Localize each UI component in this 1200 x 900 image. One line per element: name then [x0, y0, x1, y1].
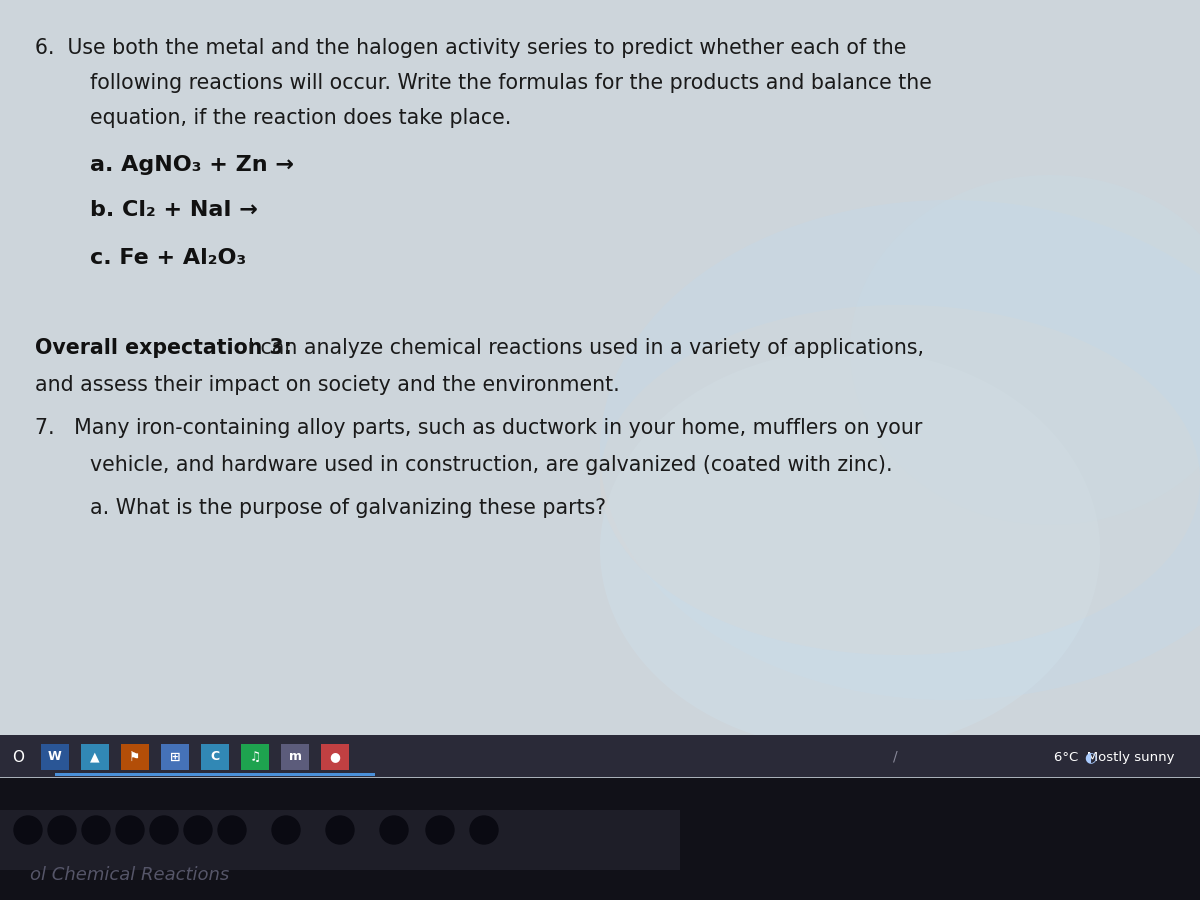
Text: ▲: ▲ [90, 751, 100, 763]
Text: 6°C  Mostly sunny: 6°C Mostly sunny [1055, 751, 1175, 763]
Text: b. Cl₂ + NaI →: b. Cl₂ + NaI → [90, 200, 258, 220]
Circle shape [82, 816, 110, 844]
Circle shape [426, 816, 454, 844]
Text: Overall expectation 3:: Overall expectation 3: [35, 338, 299, 358]
Circle shape [48, 816, 76, 844]
Circle shape [150, 816, 178, 844]
Bar [41, 744, 70, 770]
Text: C: C [210, 751, 220, 763]
Text: equation, if the reaction does take place.: equation, if the reaction does take plac… [90, 108, 511, 128]
Ellipse shape [600, 305, 1200, 655]
Text: O: O [12, 750, 24, 764]
Circle shape [184, 816, 212, 844]
Bar [121, 744, 149, 770]
Ellipse shape [600, 350, 1100, 750]
Bar [0, 810, 680, 870]
Circle shape [380, 816, 408, 844]
Text: 7.   Many iron-containing alloy parts, such as ductwork in your home, mufflers o: 7. Many iron-containing alloy parts, suc… [35, 418, 923, 438]
Bar [202, 744, 229, 770]
Circle shape [14, 816, 42, 844]
Text: ol Chemical Reactions: ol Chemical Reactions [30, 866, 229, 884]
Circle shape [218, 816, 246, 844]
Circle shape [116, 816, 144, 844]
Text: /: / [893, 750, 898, 764]
Text: ♫: ♫ [250, 751, 260, 763]
Ellipse shape [600, 200, 1200, 700]
Text: 6.  Use both the metal and the halogen activity series to predict whether each o: 6. Use both the metal and the halogen ac… [35, 38, 906, 58]
Circle shape [272, 816, 300, 844]
Bar [82, 744, 109, 770]
Text: a. What is the purpose of galvanizing these parts?: a. What is the purpose of galvanizing th… [90, 498, 606, 518]
Text: vehicle, and hardware used in construction, are galvanized (coated with zinc).: vehicle, and hardware used in constructi… [90, 455, 893, 475]
Ellipse shape [850, 175, 1200, 525]
Text: c. Fe + Al₂O₃: c. Fe + Al₂O₃ [90, 248, 246, 268]
Text: ⊞: ⊞ [169, 751, 180, 763]
Text: ●: ● [330, 751, 341, 763]
Circle shape [470, 816, 498, 844]
Bar [161, 744, 190, 770]
Text: m: m [288, 751, 301, 763]
Bar [281, 744, 310, 770]
Text: I can analyze chemical reactions used in a variety of applications,: I can analyze chemical reactions used in… [248, 338, 924, 358]
Text: ◐: ◐ [1084, 750, 1096, 764]
Text: W: W [48, 751, 62, 763]
Text: ⚑: ⚑ [130, 751, 140, 763]
Bar [241, 744, 269, 770]
Circle shape [326, 816, 354, 844]
Bar [322, 744, 349, 770]
Bar [0, 778, 1200, 900]
Text: a. AgNO₃ + Zn →: a. AgNO₃ + Zn → [90, 155, 294, 175]
Text: and assess their impact on society and the environment.: and assess their impact on society and t… [35, 375, 619, 395]
Bar [55, 773, 374, 776]
Bar [0, 0, 1200, 735]
Text: following reactions will occur. Write the formulas for the products and balance : following reactions will occur. Write th… [90, 73, 932, 93]
Bar [0, 735, 1200, 777]
